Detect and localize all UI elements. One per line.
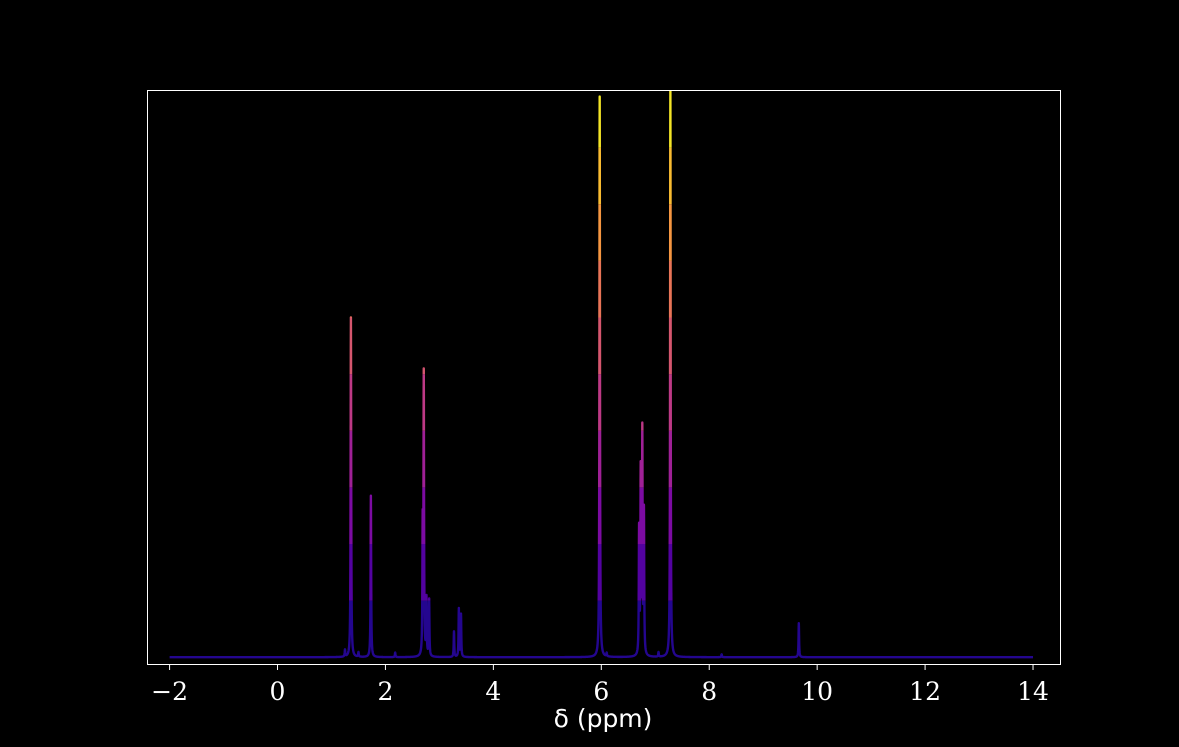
x-tick-label: 2	[377, 677, 393, 706]
x-tick-label: −2	[151, 677, 188, 706]
x-tick-label: 14	[1017, 677, 1049, 706]
peak-point	[641, 422, 643, 424]
peak-point	[423, 367, 425, 370]
x-tick-label: 0	[270, 677, 286, 706]
peak-point	[606, 651, 608, 654]
peak-point	[370, 495, 372, 497]
peak-point	[643, 504, 645, 506]
peak-point	[453, 630, 455, 632]
peak-point	[394, 651, 396, 654]
x-axis-ticks: −2 0 2 4 6 8 10 12 14	[151, 664, 1049, 706]
peak-point	[721, 653, 723, 655]
peak-point	[350, 316, 352, 318]
x-tick-label: 12	[909, 677, 941, 706]
peak-point	[344, 648, 346, 650]
peak-point	[599, 95, 601, 98]
x-tick-label: 6	[593, 677, 609, 706]
peak-point	[357, 651, 360, 653]
x-tick-label: 10	[801, 677, 833, 706]
peak-point	[638, 522, 640, 524]
spectrum-layer	[168, 90, 1035, 659]
x-tick-label: 4	[485, 677, 501, 706]
peak-point	[798, 622, 800, 624]
peak-point	[460, 612, 462, 615]
x-axis-label: δ (ppm)	[554, 704, 653, 733]
x-tick-label: 8	[701, 677, 717, 706]
peak-point	[428, 597, 430, 600]
peak-point	[640, 460, 642, 462]
spectrum-trace-band	[168, 600, 1035, 659]
peak-point	[458, 607, 460, 609]
plot-frame	[147, 90, 1061, 665]
peak-point	[425, 594, 428, 596]
peak-point	[422, 508, 424, 510]
peak-point	[657, 651, 660, 653]
